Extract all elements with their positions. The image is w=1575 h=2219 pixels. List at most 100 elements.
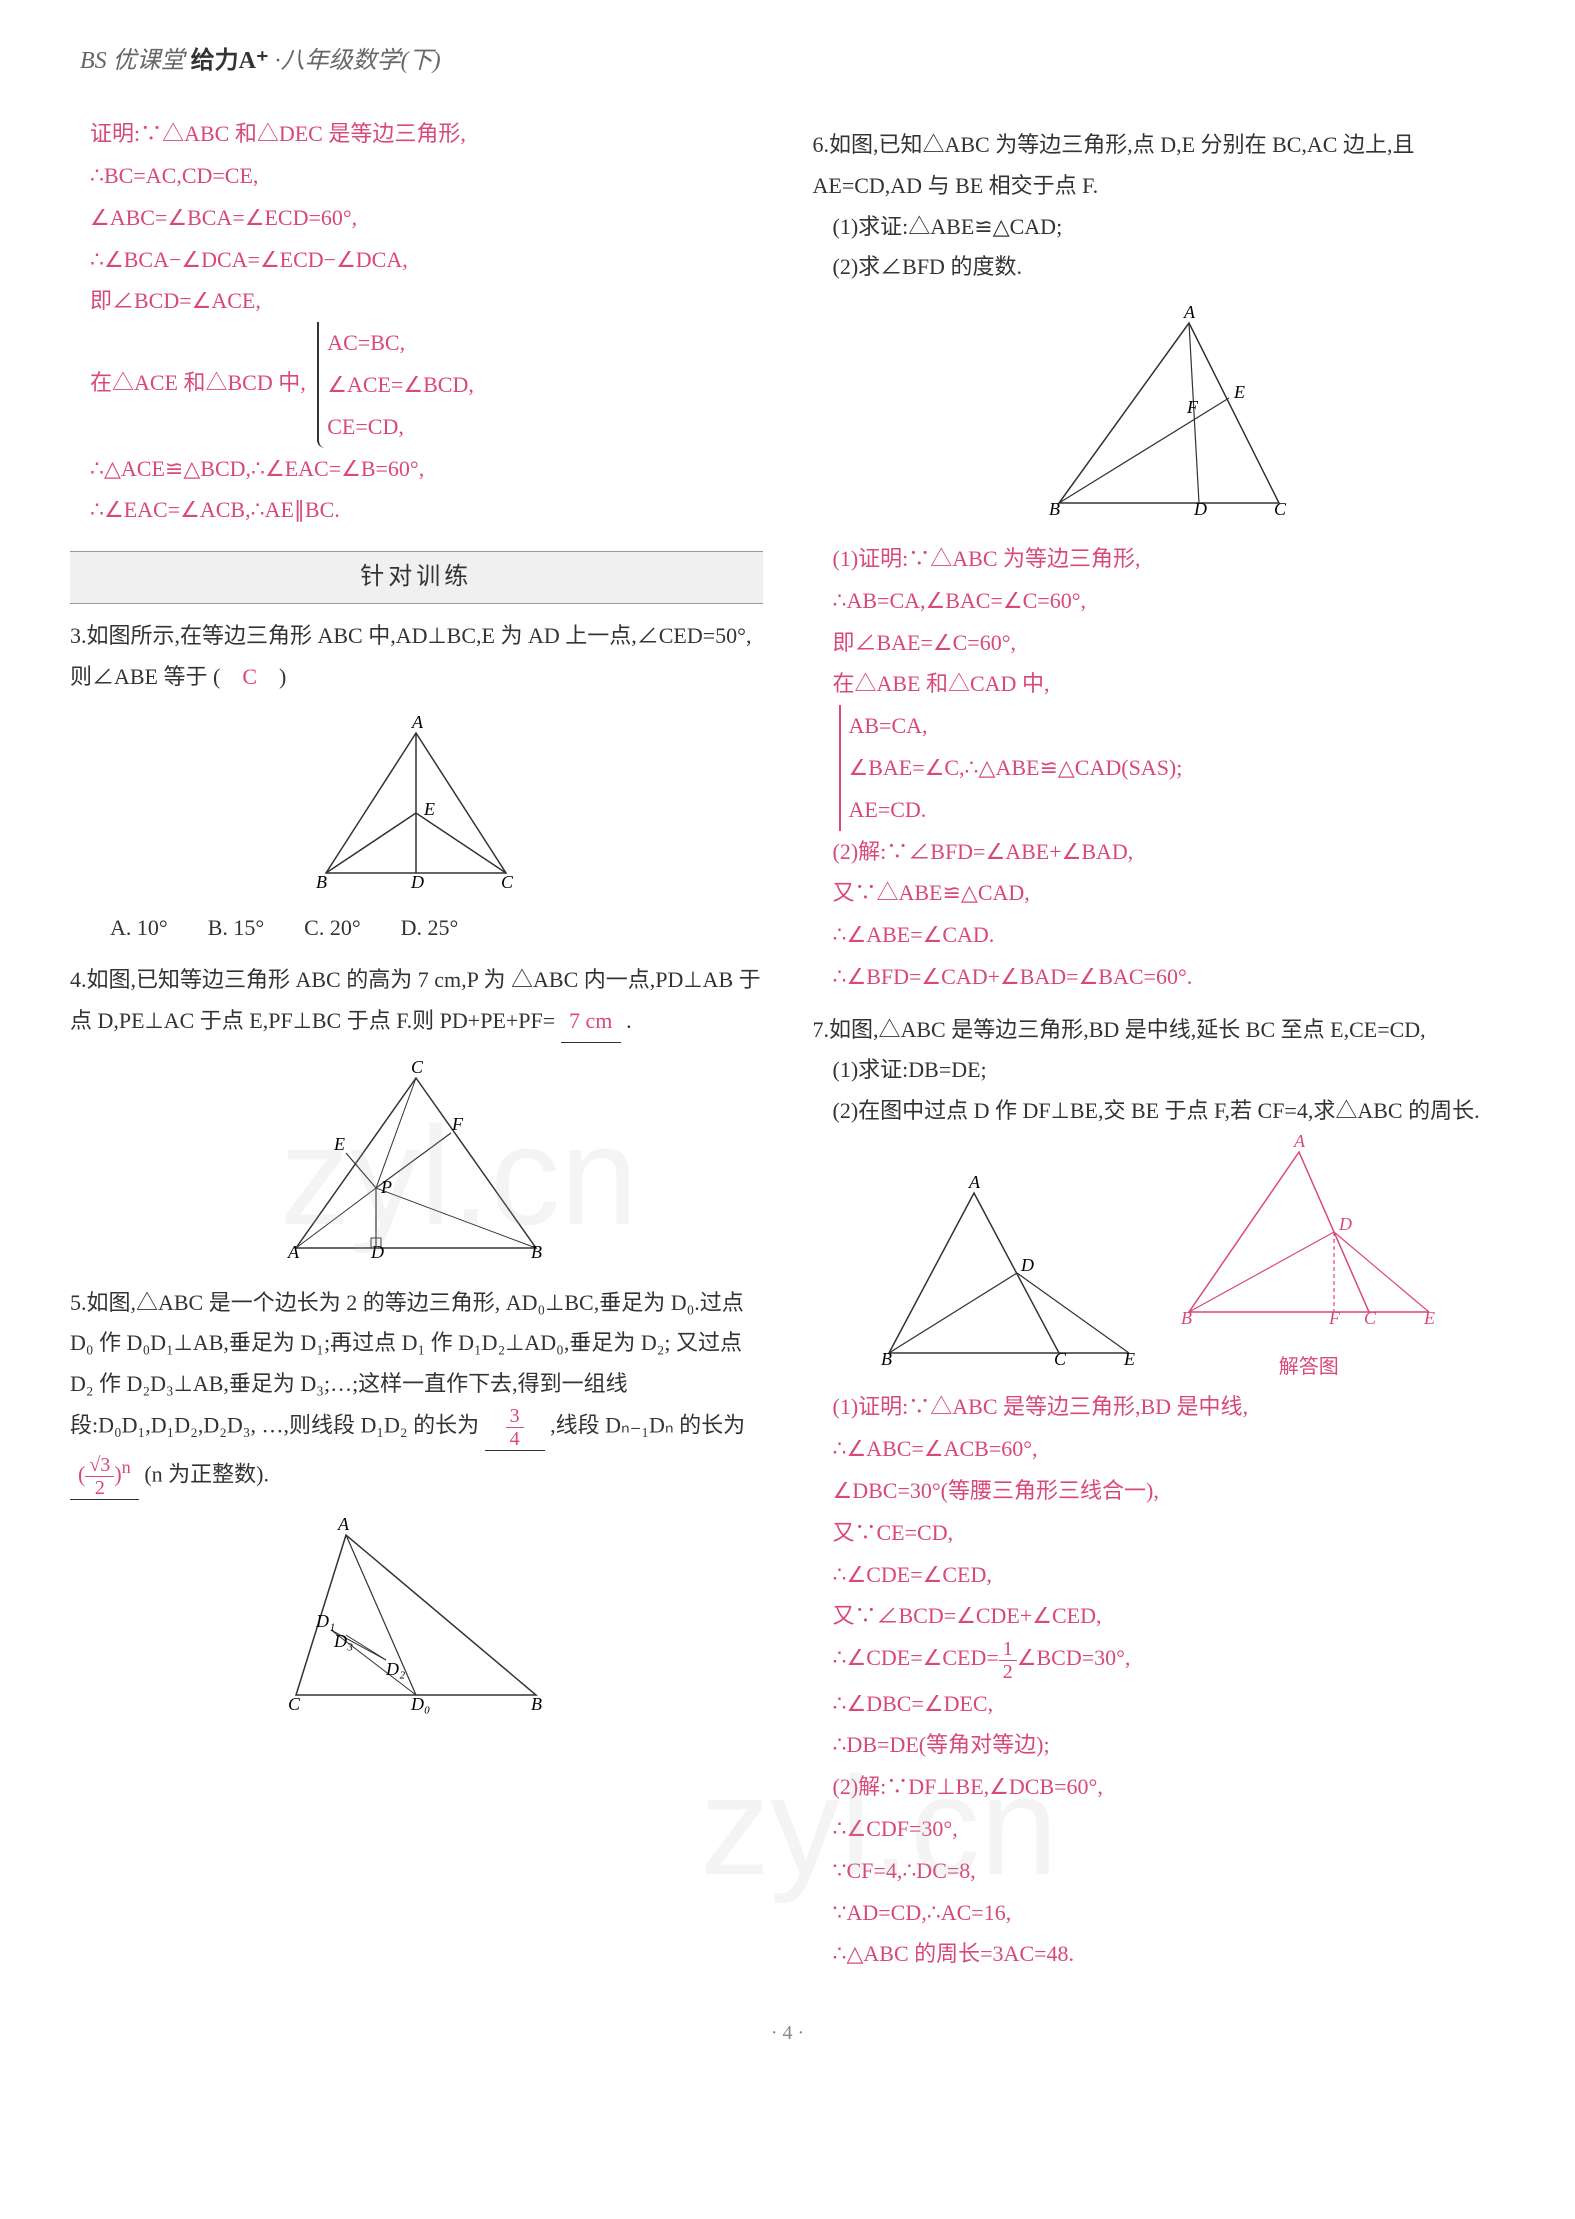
header-title2: ·八年级数学(下)	[275, 48, 441, 74]
svg-text:B: B	[1181, 1308, 1192, 1328]
problem-3: 3.如图所示,在等边三角形 ABC 中,AD⊥BC,E 为 AD 上一点,∠CE…	[70, 616, 763, 948]
svg-text:C: C	[288, 1694, 301, 1714]
bracket-red: AB=CA, ∠BAE=∠C,∴△ABE≌△CAD(SAS); AE=CD.	[839, 705, 1183, 830]
proof1-l7: ∴△ACE≌△BCD,∴∠EAC=∠B=60°,	[70, 448, 763, 490]
svg-text:A: A	[968, 1173, 981, 1192]
proof1-l2: ∴BC=AC,CD=CE,	[70, 155, 763, 197]
opt-d: D. 25°	[401, 908, 459, 949]
proof1-l6: 在△ACE 和△BCD 中, AC=BC, ∠ACE=∠BCD, CE=CD,	[70, 322, 763, 447]
header-prefix: BS	[80, 48, 107, 74]
svg-text:C: C	[1364, 1308, 1377, 1328]
svg-text:E: E	[1233, 382, 1245, 402]
svg-text:C: C	[1274, 499, 1287, 519]
bracket-group: AC=BC, ∠ACE=∠BCD, CE=CD,	[317, 322, 474, 447]
section-title: 针对训练	[70, 551, 763, 604]
p6-diagram: A B D C E F	[1019, 303, 1299, 523]
p7-a2-l1: (2)解:∵DF⊥BE,∠DCB=60°,	[813, 1766, 1506, 1808]
p6-a2-l1: (2)解:∵∠BFD=∠ABE+∠BAD,	[813, 831, 1506, 873]
svg-text:D: D	[370, 1242, 384, 1262]
svg-text:B: B	[881, 1349, 892, 1369]
p7-diagram-2: A B F C E D	[1169, 1132, 1449, 1332]
p6-a1-l2: ∴AB=CA,∠BAC=∠C=60°,	[813, 580, 1506, 622]
p7-a1-l4: 又∵CE=CD,	[813, 1512, 1506, 1554]
p7-text: 7.如图,△ABC 是等边三角形,BD 是中线,延长 BC 至点 E,CE=CD…	[813, 1010, 1506, 1051]
p6-q2: (2)求∠BFD 的度数.	[813, 247, 1506, 288]
problem-4: 4.如图,已知等边三角形 ABC 的高为 7 cm,P 为 △ABC 内一点,P…	[70, 960, 763, 1267]
p4-answer: 7 cm	[561, 1001, 621, 1043]
p7-a1-l1: (1)证明:∵△ABC 是等边三角形,BD 是中线,	[813, 1386, 1506, 1428]
svg-text:C: C	[501, 872, 514, 892]
header-title1: 优课堂	[113, 48, 185, 74]
svg-text:A: A	[1183, 303, 1196, 322]
proof1-l4: ∴∠BCA−∠DCA=∠ECD−∠DCA,	[70, 239, 763, 281]
page-footer: · 4 ·	[60, 2015, 1515, 2051]
problem-7: 7.如图,△ABC 是等边三角形,BD 是中线,延长 BC 至点 E,CE=CD…	[813, 1010, 1506, 1976]
p5-ans2: (√32)n	[70, 1451, 139, 1500]
svg-text:P: P	[380, 1177, 392, 1197]
p7-a1-l7: ∴∠CDE=∠CED=12∠BCD=30°,	[813, 1637, 1506, 1682]
p7-fig2-caption: 解答图	[1169, 1349, 1449, 1386]
proof1-l6a: 在△ACE 和△BCD 中,	[90, 370, 306, 395]
p3-diagram: A B D C E	[296, 713, 536, 893]
p3-options: A. 10° B. 15° C. 20° D. 25°	[70, 908, 763, 949]
page-header: BS 优课堂 给力A⁺ ·八年级数学(下)	[60, 40, 1515, 83]
svg-text:D: D	[1193, 499, 1207, 519]
problem-6: 6.如图,已知△ABC 为等边三角形,点 D,E 分别在 BC,AC 边上,且 …	[813, 125, 1506, 998]
p4-text1: 4.如图,已知等边三角形 ABC 的高为 7 cm,P 为 △ABC 内一点,P…	[70, 967, 761, 1033]
svg-text:B: B	[531, 1694, 542, 1714]
svg-text:A: A	[411, 713, 424, 732]
p7-a1-l9: ∴DB=DE(等角对等边);	[813, 1724, 1506, 1766]
proof1-l3: ∠ABC=∠BCA=∠ECD=60°,	[70, 197, 763, 239]
svg-text:D: D	[410, 872, 424, 892]
p3-end: )	[257, 664, 286, 689]
content-columns: 证明:∵△ABC 和△DEC 是等边三角形, ∴BC=AC,CD=CE, ∠AB…	[60, 103, 1515, 1985]
header-bold: 给力A⁺	[191, 48, 269, 74]
svg-text:B: B	[531, 1242, 542, 1262]
proof1-l5: 即∠BCD=∠ACE,	[70, 280, 763, 322]
svg-text:D₁: D₁	[315, 1611, 335, 1631]
svg-text:D₃: D₃	[333, 1631, 353, 1651]
problem-5: 5.如图,△ABC 是一个边长为 2 的等边三角形, AD₀⊥BC,垂足为 D₀…	[70, 1283, 763, 1715]
p5-ans1: 34	[485, 1405, 545, 1451]
bracket-line: ∠ACE=∠BCD,	[327, 364, 474, 406]
opt-c: C. 20°	[304, 908, 360, 949]
p6-a2-l2: 又∵△ABE≌△CAD,	[813, 872, 1506, 914]
svg-text:F: F	[451, 1114, 464, 1134]
svg-text:D: D	[1338, 1214, 1352, 1234]
p7-a2-l5: ∴△ABC 的周长=3AC=48.	[813, 1933, 1506, 1975]
svg-text:D₀: D₀	[410, 1694, 430, 1714]
svg-text:E: E	[1123, 1349, 1135, 1369]
svg-text:B: B	[316, 872, 327, 892]
p7-q2: (2)在图中过点 D 作 DF⊥BE,交 BE 于点 F,若 CF=4,求△AB…	[813, 1091, 1506, 1132]
p6-a1-l1: (1)证明:∵△ABC 为等边三角形,	[813, 538, 1506, 580]
svg-text:F: F	[1186, 397, 1199, 417]
proof1-l8: ∴∠EAC=∠ACB,∴AE∥BC.	[70, 489, 763, 531]
p4-text2: .	[626, 1008, 632, 1033]
p7-a2-l3: ∵CF=4,∴DC=8,	[813, 1850, 1506, 1892]
svg-text:F: F	[1328, 1308, 1341, 1328]
p5-diagram: A C B D₀ D₁ D₂ D₃	[276, 1515, 556, 1715]
proof1-l1: 证明:∵△ABC 和△DEC 是等边三角形,	[70, 113, 763, 155]
p7-a1-l6: 又∵∠BCD=∠CDE+∠CED,	[813, 1595, 1506, 1637]
bracket-line: AC=BC,	[327, 322, 474, 364]
opt-a: A. 10°	[110, 908, 168, 949]
p6-a2-l3: ∴∠ABE=∠CAD.	[813, 914, 1506, 956]
svg-text:A: A	[1293, 1132, 1306, 1151]
p3-text: 3.如图所示,在等边三角形 ABC 中,AD⊥BC,E 为 AD 上一点,∠CE…	[70, 623, 751, 689]
p4-diagram: C A B D E F P	[266, 1058, 566, 1268]
svg-text:A: A	[287, 1242, 300, 1262]
p7-a1-l2: ∴∠ABC=∠ACB=60°,	[813, 1428, 1506, 1470]
p3-answer: C	[242, 664, 257, 689]
p7-q1: (1)求证:DB=DE;	[813, 1050, 1506, 1091]
p7-a1-l8: ∴∠DBC=∠DEC,	[813, 1683, 1506, 1725]
bracket-line: CE=CD,	[327, 406, 474, 448]
p6-a1-l4: 在△ABE 和△CAD 中,	[813, 663, 1506, 705]
p5-text2: ,线段 Dₙ₋₁Dₙ 的长为	[550, 1412, 745, 1437]
svg-text:E: E	[1423, 1308, 1435, 1328]
p7-a2-l2: ∴∠CDF=30°,	[813, 1808, 1506, 1850]
svg-text:C: C	[411, 1058, 424, 1077]
p6-text: 6.如图,已知△ABC 为等边三角形,点 D,E 分别在 BC,AC 边上,且 …	[813, 125, 1506, 206]
svg-text:A: A	[337, 1515, 350, 1534]
svg-text:E: E	[333, 1134, 345, 1154]
p5-text3: (n 为正整数).	[144, 1461, 269, 1486]
